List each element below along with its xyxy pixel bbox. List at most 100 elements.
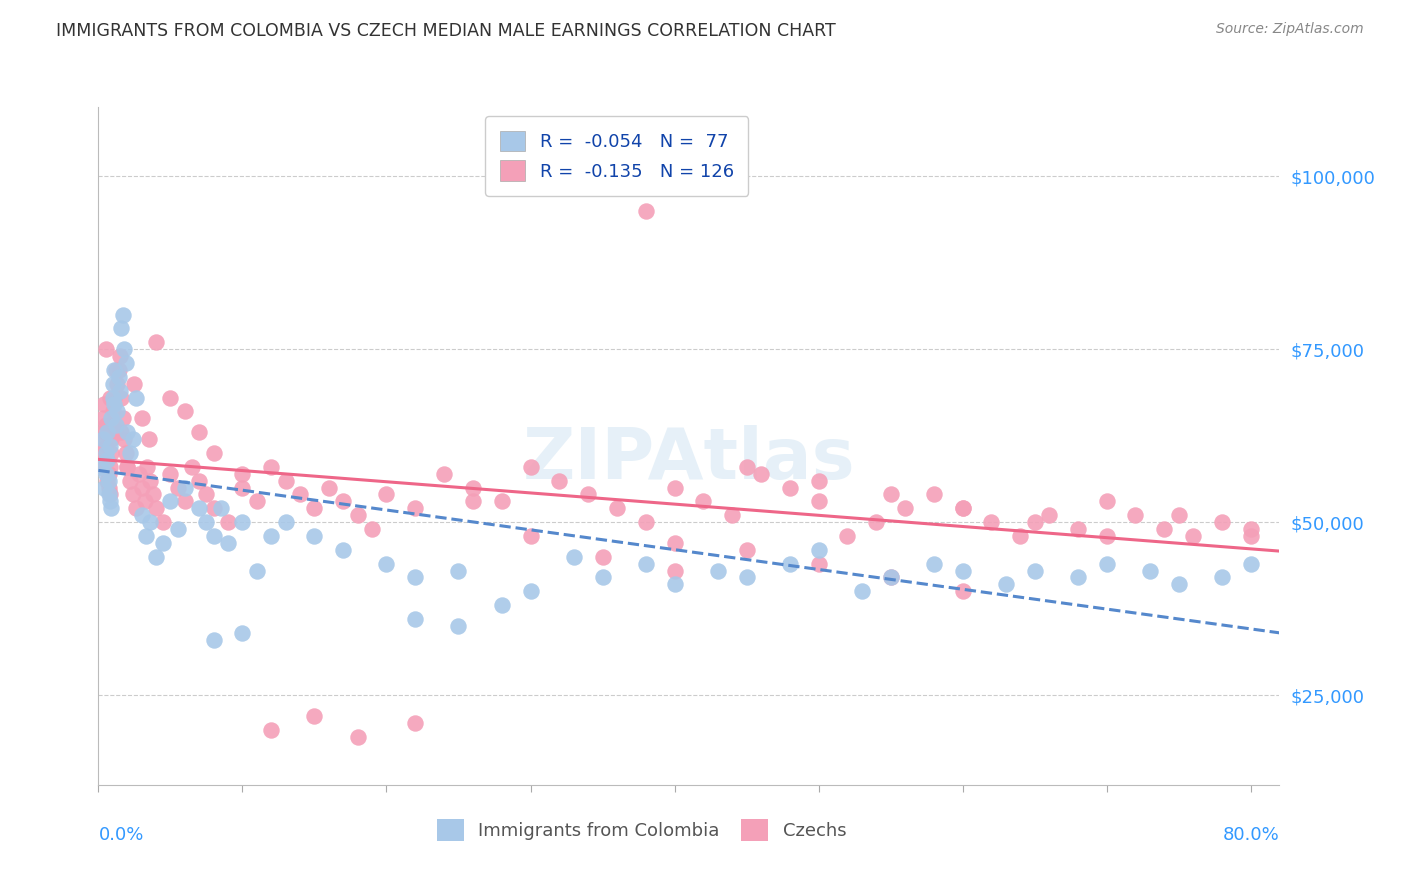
Point (97, 474, 120, 488)
Point (274, 515, 297, 529)
Point (97, 487, 120, 501)
Point (136, 459, 159, 474)
Point (91, 432, 114, 446)
Point (159, 391, 181, 405)
Point (851, 584, 873, 599)
Point (145, 335, 167, 350)
Point (97, 467, 120, 481)
Point (128, 467, 150, 481)
Point (105, 376, 128, 391)
Point (115, 425, 138, 439)
Point (1067, 570, 1090, 584)
Point (664, 536, 686, 550)
Point (447, 619, 470, 633)
Point (1010, 529, 1032, 543)
Point (1240, 522, 1263, 536)
Point (139, 515, 162, 529)
Point (139, 474, 162, 488)
Point (131, 411, 153, 425)
Point (706, 564, 728, 578)
Point (346, 730, 368, 744)
Point (98, 494, 121, 508)
Point (952, 501, 974, 516)
Point (1095, 494, 1118, 508)
Point (361, 522, 384, 536)
Point (103, 397, 125, 411)
Point (952, 584, 974, 599)
Point (246, 494, 269, 508)
Point (807, 557, 830, 571)
Point (188, 501, 211, 516)
Point (188, 474, 211, 488)
Point (145, 501, 167, 516)
Point (1024, 564, 1046, 578)
Point (837, 529, 859, 543)
Point (152, 515, 174, 529)
Point (94, 342, 117, 356)
Point (107, 363, 129, 377)
Point (1095, 529, 1118, 543)
Point (98, 459, 121, 474)
Point (606, 501, 628, 516)
Point (461, 481, 484, 495)
Point (404, 612, 426, 626)
Point (100, 432, 122, 446)
Point (1167, 577, 1189, 591)
Point (1167, 508, 1189, 523)
Point (634, 557, 657, 571)
Point (304, 501, 326, 516)
Point (246, 564, 269, 578)
Point (115, 459, 138, 474)
Text: 0.0%: 0.0% (98, 826, 143, 844)
Point (721, 508, 744, 523)
Point (112, 342, 135, 356)
Point (94, 439, 117, 453)
Text: IMMIGRANTS FROM COLOMBIA VS CZECH MEDIAN MALE EARNINGS CORRELATION CHART: IMMIGRANTS FROM COLOMBIA VS CZECH MEDIAN… (56, 22, 837, 40)
Point (93, 481, 115, 495)
Point (98, 391, 121, 405)
Point (1038, 508, 1060, 523)
Point (111, 411, 134, 425)
Point (202, 446, 225, 460)
Point (173, 494, 195, 508)
Point (491, 598, 513, 612)
Point (166, 481, 188, 495)
Point (634, 515, 657, 529)
Point (217, 515, 239, 529)
Point (97, 481, 120, 495)
Point (894, 501, 917, 516)
Point (94, 446, 117, 460)
Point (101, 376, 124, 391)
Point (100, 446, 122, 460)
Point (120, 474, 142, 488)
Point (112, 432, 135, 446)
Point (1240, 529, 1263, 543)
Point (562, 549, 585, 564)
Point (576, 487, 599, 501)
Point (100, 501, 122, 516)
Point (103, 391, 125, 405)
Point (1211, 515, 1233, 529)
Point (122, 432, 145, 446)
Point (115, 459, 138, 474)
Point (519, 459, 541, 474)
Point (110, 391, 132, 405)
Point (94, 467, 117, 481)
Point (922, 487, 945, 501)
Point (110, 425, 132, 439)
Point (952, 501, 974, 516)
Point (145, 549, 167, 564)
Point (231, 515, 253, 529)
Point (1211, 570, 1233, 584)
Point (664, 564, 686, 578)
Point (332, 494, 354, 508)
Point (980, 515, 1002, 529)
Point (202, 529, 225, 543)
Point (692, 494, 714, 508)
Point (93, 425, 115, 439)
Point (120, 446, 142, 460)
Point (104, 363, 127, 377)
Point (135, 529, 157, 543)
Point (519, 584, 541, 599)
Point (807, 542, 830, 557)
